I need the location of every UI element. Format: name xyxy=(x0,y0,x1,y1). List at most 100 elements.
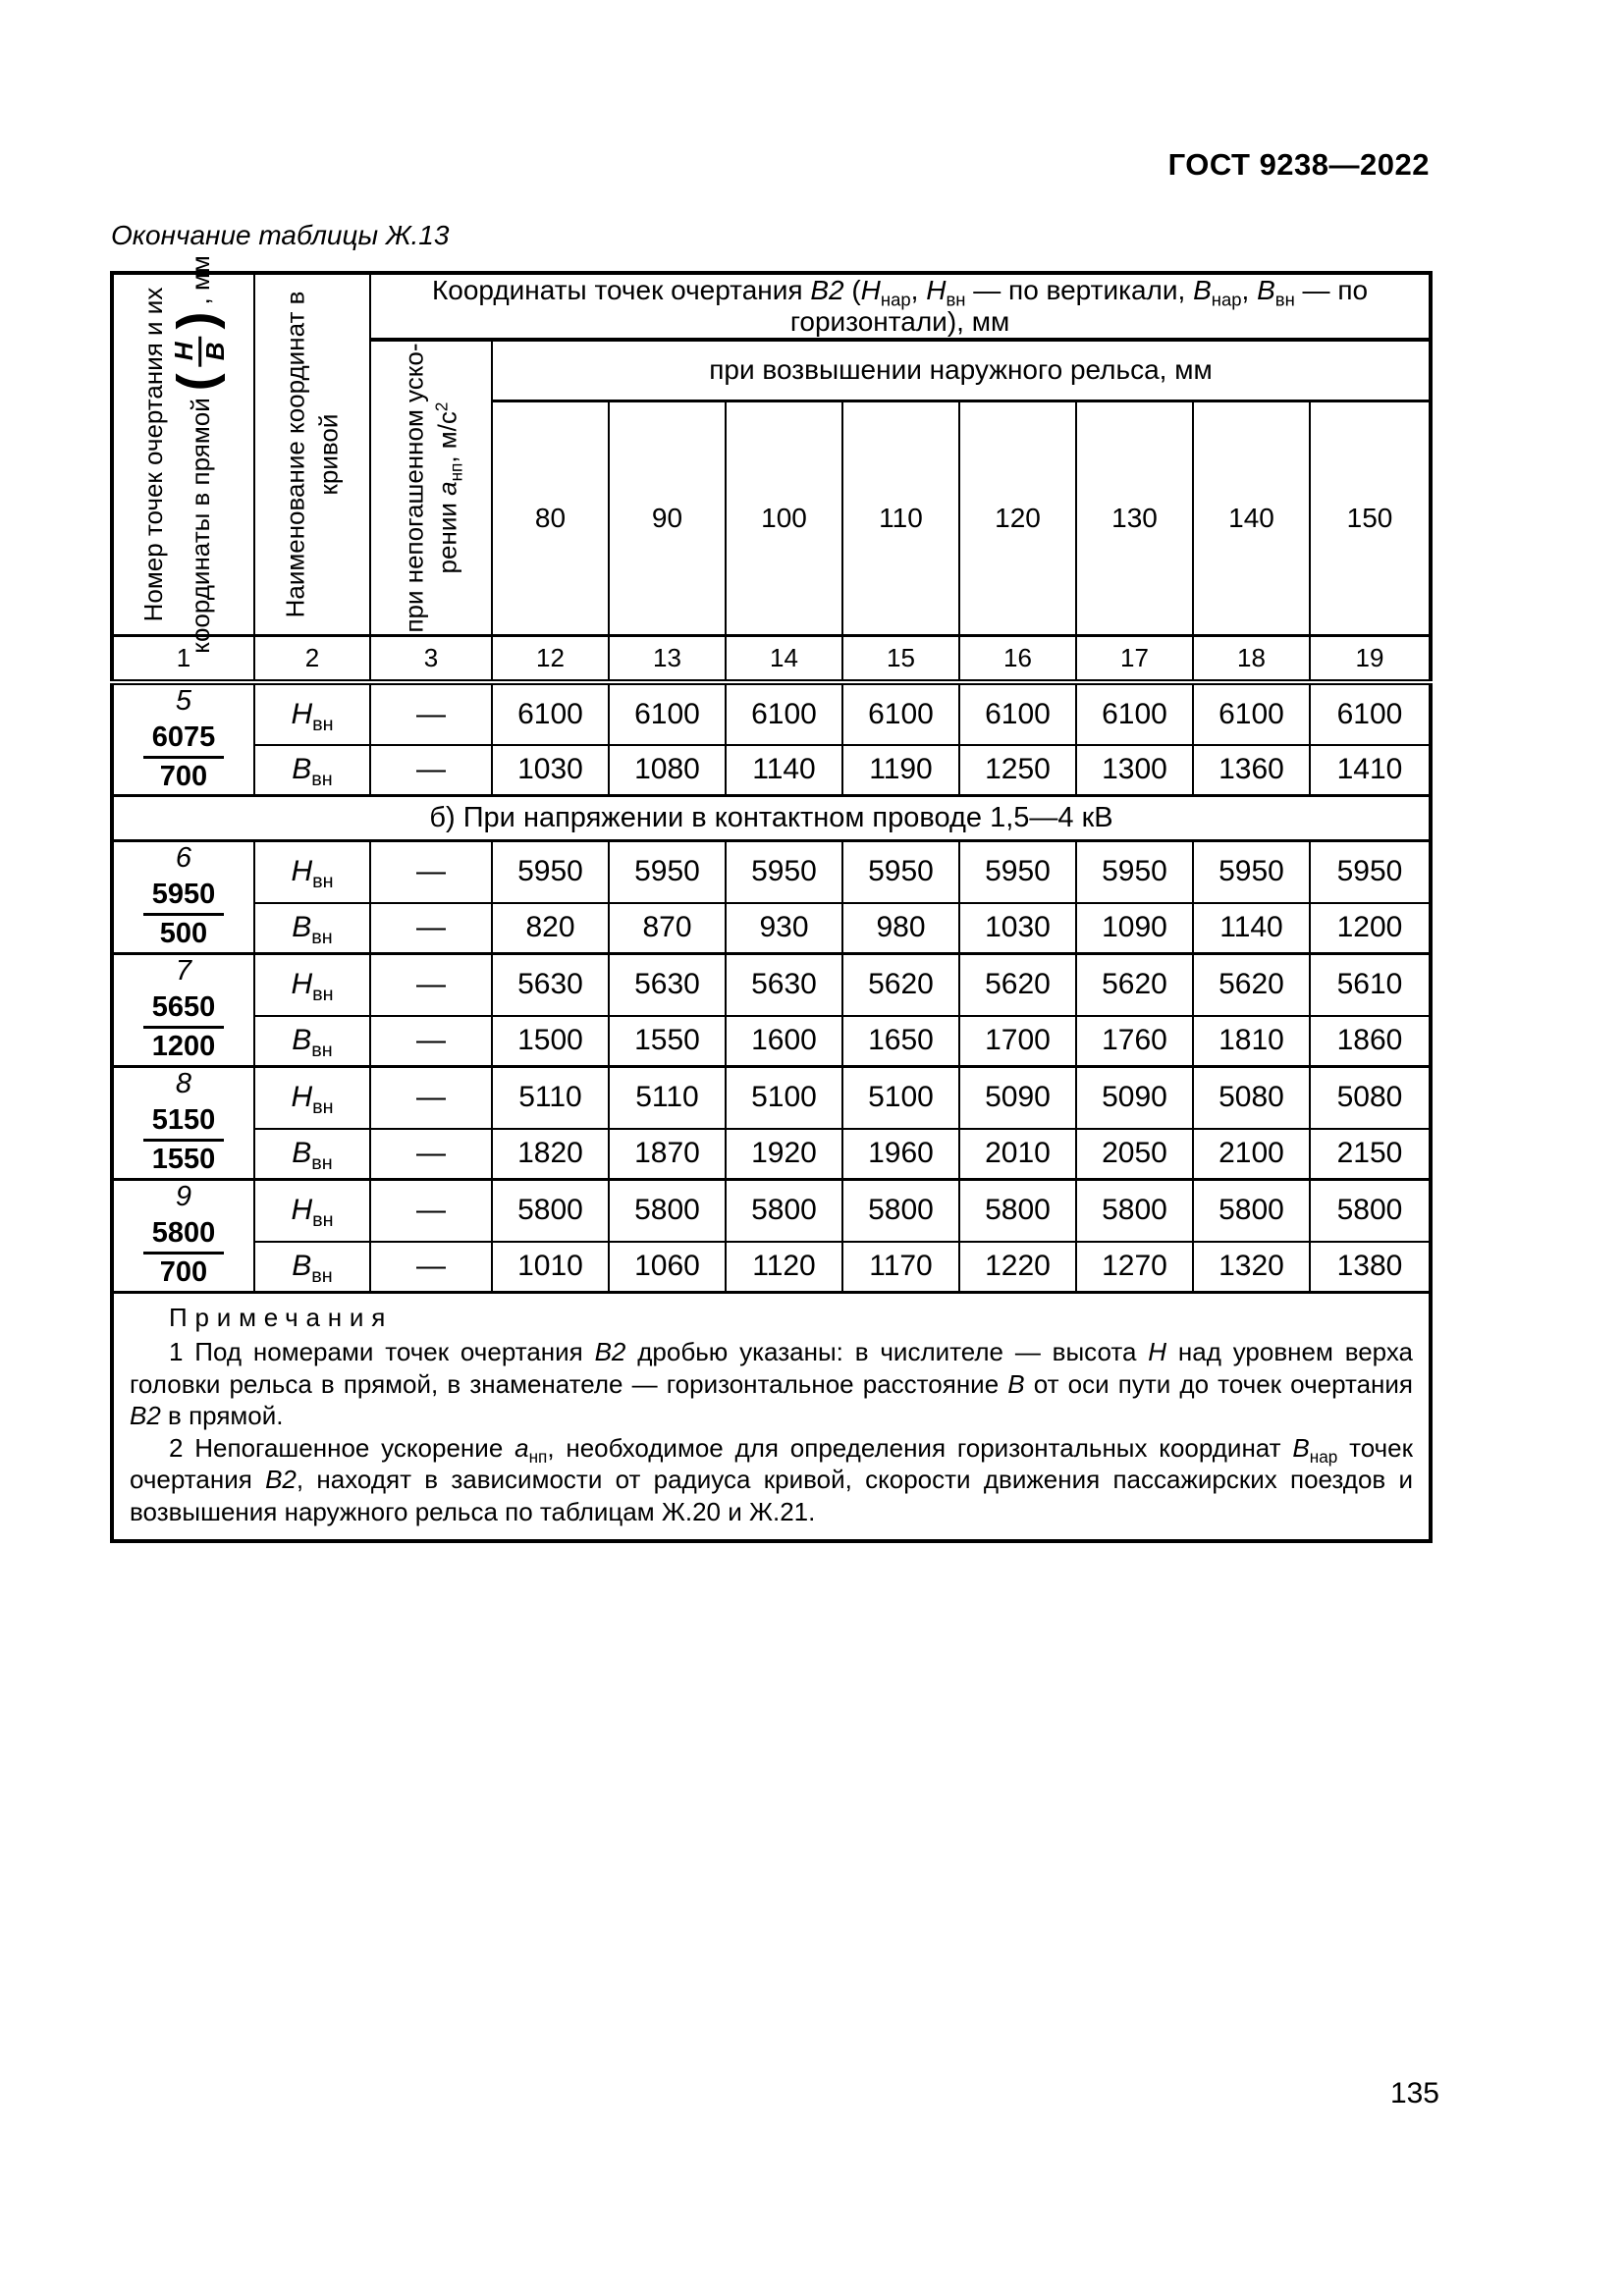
elevation-value: 90 xyxy=(608,400,727,637)
column-index: 1 xyxy=(111,633,255,685)
point-cell: 6 5950 500 xyxy=(111,839,255,955)
value-cell: 5100 xyxy=(725,1065,843,1131)
value-cell: 1190 xyxy=(841,744,960,797)
dash-cell: — xyxy=(369,1178,493,1244)
value-cell: 820 xyxy=(491,902,610,955)
point-number: 7 xyxy=(175,955,192,988)
value-cell: 5800 xyxy=(725,1178,843,1244)
value-cell: 5630 xyxy=(725,952,843,1018)
value-cell: 1410 xyxy=(1308,744,1433,797)
table-top-header: Координаты точек очертания В2 (Ннар, Нвн… xyxy=(368,272,1433,342)
value-cell: 1270 xyxy=(1075,1241,1194,1294)
col3-header-cell: при непогашенном уско- рении анп, м/с2 xyxy=(369,339,493,636)
elevation-value: 150 xyxy=(1308,400,1433,637)
value-cell: 1550 xyxy=(608,1015,727,1068)
value-cell: 1810 xyxy=(1192,1015,1311,1068)
value-cell: 1860 xyxy=(1308,1015,1433,1068)
value-cell: 1700 xyxy=(958,1015,1077,1068)
value-cell: 5630 xyxy=(491,952,610,1018)
value-cell: 1220 xyxy=(958,1241,1077,1294)
value-cell: 1170 xyxy=(841,1241,960,1294)
page-number: 135 xyxy=(1389,2077,1439,2109)
value-cell: 5800 xyxy=(958,1178,1077,1244)
value-cell: 5950 xyxy=(1192,839,1311,905)
dash-cell: — xyxy=(369,1128,493,1181)
value-cell: 6100 xyxy=(725,680,843,747)
value-cell: 5610 xyxy=(1308,952,1433,1018)
value-cell: 5950 xyxy=(958,839,1077,905)
value-cell: 5950 xyxy=(608,839,727,905)
elevation-value: 120 xyxy=(958,400,1077,637)
value-cell: 1360 xyxy=(1192,744,1311,797)
point-fraction: 6075 700 xyxy=(114,721,253,794)
value-cell: 1870 xyxy=(608,1128,727,1181)
value-cell: 5950 xyxy=(1075,839,1194,905)
point-cell: 5 6075 700 xyxy=(111,680,255,797)
dash-cell: — xyxy=(369,902,493,955)
point-number: 6 xyxy=(175,842,192,875)
table-caption: Окончание таблицы Ж.13 xyxy=(111,220,450,250)
point-number: 8 xyxy=(175,1068,192,1100)
col1-header-cell: Номер точек очертания и их координаты в … xyxy=(111,255,255,653)
column-index: 15 xyxy=(841,633,960,685)
note-2: 2 Непогашенное ускорение анп, необходимо… xyxy=(130,1432,1414,1526)
value-cell: 1300 xyxy=(1075,744,1194,797)
dash-cell: — xyxy=(369,1065,493,1131)
value-cell: 6100 xyxy=(608,680,727,747)
col3-header-line2: рении анп, м/с2 xyxy=(431,401,466,574)
elevation-value: 110 xyxy=(841,400,960,637)
dash-cell: — xyxy=(369,1015,493,1068)
column-index: 12 xyxy=(491,633,610,685)
value-cell: 2100 xyxy=(1192,1128,1311,1181)
value-cell: 2050 xyxy=(1075,1128,1194,1181)
value-cell: 6100 xyxy=(958,680,1077,747)
value-cell: 5630 xyxy=(608,952,727,1018)
coord-label-b: Ввн xyxy=(253,1241,371,1294)
elevation-value: 100 xyxy=(725,400,843,637)
doc-number: ГОСТ 9238—2022 xyxy=(1167,147,1430,182)
column-index: 16 xyxy=(958,633,1077,685)
value-cell: 1920 xyxy=(725,1128,843,1181)
gabarit-table: Номер точек очертания и их координаты в … xyxy=(110,255,1434,1544)
value-cell: 1140 xyxy=(725,744,843,797)
value-cell: 1010 xyxy=(491,1241,610,1294)
value-cell: 5800 xyxy=(1192,1178,1311,1244)
value-cell: 5090 xyxy=(1075,1065,1194,1131)
dash-cell: — xyxy=(369,839,493,905)
column-index: 18 xyxy=(1192,633,1311,685)
point-fraction: 5950 500 xyxy=(114,878,253,951)
value-cell: 1500 xyxy=(491,1015,610,1068)
value-cell: 5800 xyxy=(841,1178,960,1244)
value-cell: 5950 xyxy=(841,839,960,905)
value-cell: 1250 xyxy=(958,744,1077,797)
point-cell: 7 5650 1200 xyxy=(111,952,255,1068)
value-cell: 5620 xyxy=(958,952,1077,1018)
value-cell: 5800 xyxy=(491,1178,610,1244)
value-cell: 1030 xyxy=(958,902,1077,955)
col3-header-text: при непогашенном уско- рении анп, м/с2 xyxy=(399,343,466,633)
value-cell: 870 xyxy=(608,902,727,955)
column-index: 13 xyxy=(608,633,727,685)
value-cell: 1600 xyxy=(725,1015,843,1068)
value-cell: 1650 xyxy=(841,1015,960,1068)
point-cell: 8 5150 1550 xyxy=(111,1065,255,1181)
column-index: 3 xyxy=(369,633,493,685)
hb-fraction: Н В xyxy=(170,336,231,367)
coord-label-h: Нвн xyxy=(253,680,371,747)
value-cell: 5800 xyxy=(608,1178,727,1244)
value-cell: 1030 xyxy=(491,744,610,797)
value-cell: 980 xyxy=(841,902,960,955)
coord-label-b: Ввн xyxy=(253,1015,371,1068)
dash-cell: — xyxy=(369,1241,493,1294)
value-cell: 5080 xyxy=(1308,1065,1433,1131)
point-number: 9 xyxy=(175,1181,192,1213)
value-cell: 1060 xyxy=(608,1241,727,1294)
value-cell: 5110 xyxy=(491,1065,610,1131)
value-cell: 5620 xyxy=(1192,952,1311,1018)
value-cell: 1380 xyxy=(1308,1241,1433,1294)
col2-header-cell: Наименование координат в кривой xyxy=(253,272,371,636)
value-cell: 930 xyxy=(725,902,843,955)
value-cell: 1090 xyxy=(1075,902,1194,955)
column-index: 14 xyxy=(725,633,843,685)
